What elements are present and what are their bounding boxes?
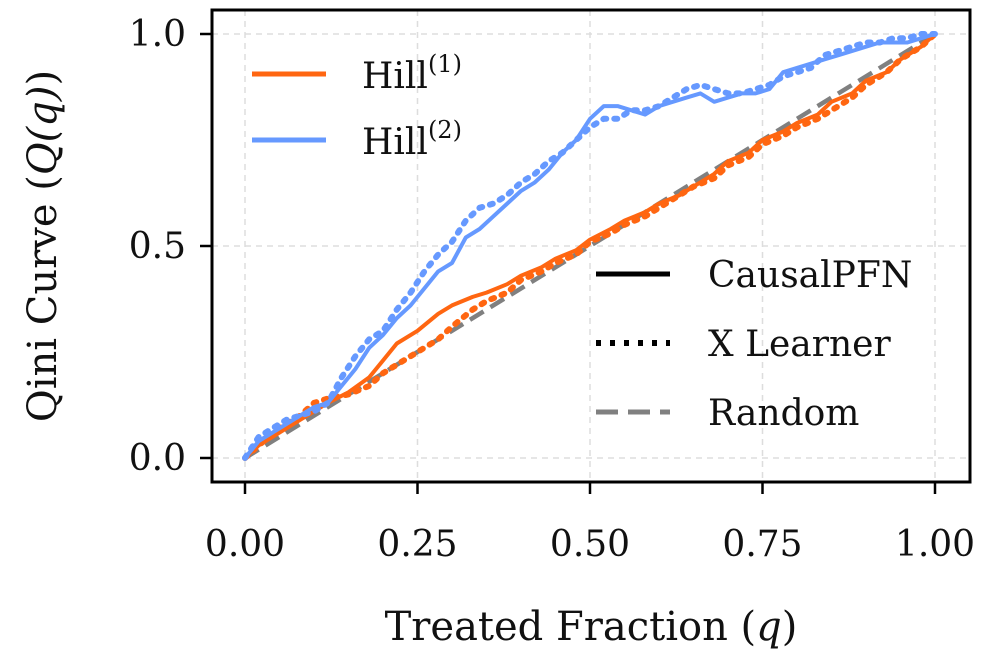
x-tick-label: 0.25 [377,524,457,565]
y-tick-label: 0.5 [129,226,186,267]
series-line-hill1-causalpfn [243,32,937,460]
legend-methods: CausalPFN X Learner Random [596,255,912,434]
series-layer [242,31,938,461]
legend-label-dataset: Hill(1) [362,50,462,97]
legend-label-method: X Learner [708,324,891,365]
y-axis-label: Qini Curve (Q(q)) [20,70,66,422]
legend-label-method: Random [708,393,859,434]
y-tick-label: 1.0 [129,14,186,55]
legend-label-method: CausalPFN [708,255,912,296]
series-line-baseline-random [243,32,937,460]
series-line-hill2-causalpfn [243,32,936,460]
legend-label-dataset: Hill(2) [362,116,462,163]
x-tick-label: 0.75 [722,524,802,565]
x-tick-label: 0.00 [205,524,285,565]
y-tick-label: 0.0 [129,438,186,479]
x-tick-label: 0.50 [550,524,630,565]
axis-ticks: 0.00 0.25 0.50 0.75 1.00 0.0 0.5 1.0 [129,14,975,565]
x-tick-label: 1.00 [895,524,975,565]
legend-datasets: Hill(1) Hill(2) [252,50,462,163]
x-axis-label: Treated Fraction (q) [385,604,798,650]
